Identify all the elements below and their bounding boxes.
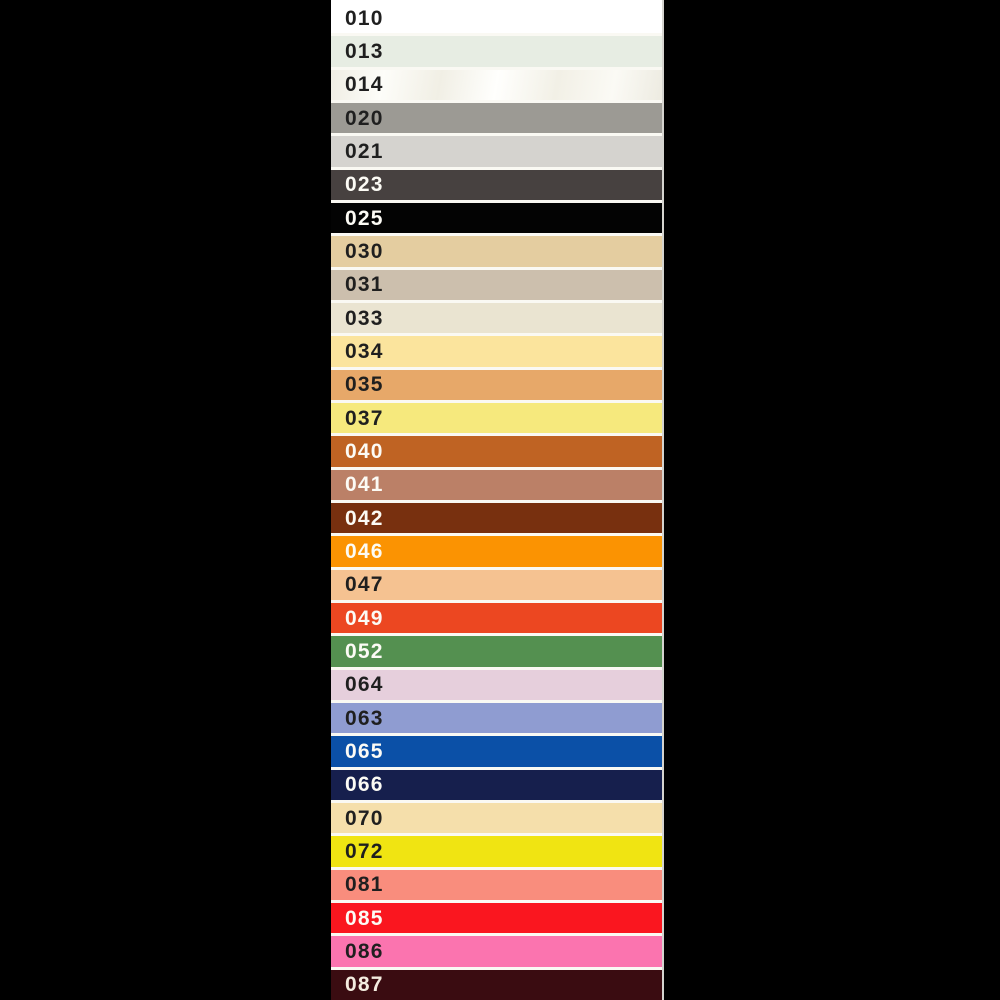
swatch-row-013: 013 (331, 33, 662, 67)
swatch-row-066: 066 (331, 766, 662, 800)
swatch-code-label: 034 (345, 339, 384, 363)
swatch-code-label: 070 (345, 806, 384, 830)
swatch-row-063: 063 (331, 699, 662, 734)
swatch-row-023: 023 (331, 166, 662, 200)
swatch-code-label: 064 (345, 673, 384, 697)
swatch-code-label: 031 (345, 273, 384, 297)
swatch-code-label: 010 (345, 6, 384, 30)
swatch-code-label: 021 (345, 139, 384, 163)
swatch-code-label: 041 (345, 473, 384, 497)
swatch-code-label: 047 (345, 573, 384, 597)
swatch-code-label: 065 (345, 739, 384, 763)
swatch-code-label: 023 (345, 173, 384, 197)
swatch-code-label: 030 (345, 239, 384, 263)
swatch-row-021: 021 (331, 133, 662, 167)
swatch-row-065: 065 (331, 733, 662, 767)
swatch-code-label: 013 (345, 39, 384, 63)
swatch-row-020: 020 (331, 99, 662, 134)
color-swatch-strip: 010 013 014 020 021 023 025 030 031 033 … (331, 0, 664, 1000)
swatch-row-037: 037 (331, 399, 662, 434)
swatch-code-label: 085 (345, 906, 384, 930)
swatch-row-041: 041 (331, 466, 662, 500)
swatch-code-label: 020 (345, 106, 384, 130)
swatch-row-033: 033 (331, 299, 662, 334)
swatch-row-040: 040 (331, 433, 662, 467)
swatch-code-label: 035 (345, 373, 384, 397)
swatch-code-label: 049 (345, 606, 384, 630)
swatch-code-label: 081 (345, 873, 384, 897)
swatch-row-046: 046 (331, 533, 662, 567)
swatch-code-label: 042 (345, 506, 384, 530)
swatch-code-label: 066 (345, 773, 384, 797)
swatch-code-label: 087 (345, 973, 384, 997)
swatch-row-070: 070 (331, 799, 662, 834)
swatch-code-label: 037 (345, 406, 384, 430)
swatch-row-025: 025 (331, 199, 662, 234)
swatch-row-052: 052 (331, 633, 662, 667)
swatch-code-label: 072 (345, 839, 384, 863)
swatch-code-label: 025 (345, 206, 384, 230)
swatch-row-010: 010 (331, 0, 662, 34)
swatch-row-030: 030 (331, 233, 662, 267)
swatch-row-081: 081 (331, 866, 662, 900)
swatch-row-014: 014 (331, 66, 662, 100)
swatch-code-label: 046 (345, 539, 384, 563)
swatch-code-label: 040 (345, 439, 384, 463)
swatch-row-072: 072 (331, 833, 662, 867)
swatch-code-label: 063 (345, 706, 384, 730)
swatch-row-035: 035 (331, 366, 662, 400)
swatch-row-049: 049 (331, 599, 662, 634)
swatch-code-label: 014 (345, 73, 384, 97)
swatch-code-label: 052 (345, 639, 384, 663)
swatch-row-042: 042 (331, 499, 662, 534)
swatch-code-label: 033 (345, 306, 384, 330)
swatch-code-label: 086 (345, 939, 384, 963)
swatch-row-047: 047 (331, 566, 662, 600)
swatch-row-031: 031 (331, 266, 662, 300)
swatch-row-085: 085 (331, 899, 662, 934)
swatch-row-086: 086 (331, 933, 662, 967)
swatch-row-064: 064 (331, 666, 662, 700)
swatch-row-087: 087 (331, 966, 662, 1000)
swatch-row-034: 034 (331, 333, 662, 367)
